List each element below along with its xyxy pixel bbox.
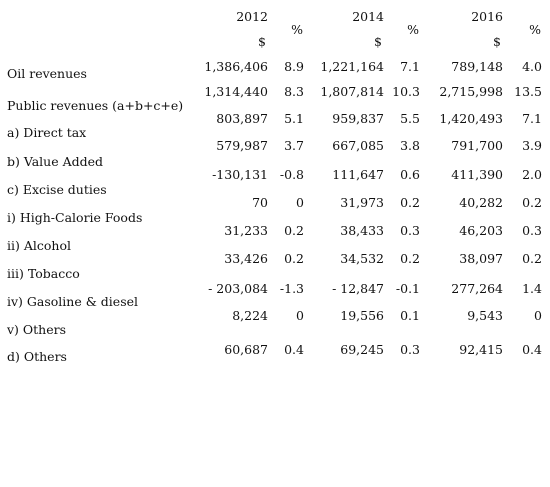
pct-cell: 0.4 [522, 342, 542, 357]
value-cell: 92,415 [459, 342, 503, 357]
pct-cell: 3.7 [284, 138, 304, 153]
pct-cell: -0.1 [395, 281, 420, 296]
row-label: i) High-Calorie Foods [7, 210, 143, 225]
pct-header: % [529, 22, 541, 37]
value-cell: 69,245 [340, 342, 384, 357]
row-label: a) Direct tax [7, 125, 87, 140]
value-cell: 1,221,164 [320, 59, 384, 74]
pct-cell: 2.0 [522, 167, 542, 182]
pct-header: % [407, 22, 419, 37]
year-header: 2014 [352, 9, 384, 24]
pct-cell: 13.5 [514, 84, 542, 99]
pct-cell: 0.2 [522, 195, 542, 210]
pct-header: % [291, 22, 303, 37]
pct-cell: 0 [296, 308, 304, 323]
pct-cell: 0.3 [400, 342, 420, 357]
unit-header: $ [374, 34, 382, 49]
value-cell: - 12,847 [332, 281, 384, 296]
value-cell: 9,543 [467, 308, 503, 323]
value-cell: 959,837 [332, 111, 384, 126]
value-cell: 31,233 [224, 223, 268, 238]
value-cell: 2,715,998 [439, 84, 503, 99]
pct-cell: 0.4 [284, 342, 304, 357]
value-cell: 38,097 [459, 251, 503, 266]
value-cell: 1,420,493 [439, 111, 503, 126]
value-cell: 40,282 [459, 195, 503, 210]
row-label: ii) Alcohol [7, 238, 71, 253]
pct-cell: 4.0 [522, 59, 542, 74]
row-label: iii) Tobacco [7, 266, 80, 281]
row-label: b) Value Added [7, 154, 104, 169]
value-cell: 34,532 [340, 251, 384, 266]
pct-cell: 0.1 [400, 308, 420, 323]
pct-cell: 0.3 [522, 223, 542, 238]
pct-cell: 8.3 [284, 84, 304, 99]
value-cell: 791,700 [451, 138, 503, 153]
value-cell: 33,426 [224, 251, 268, 266]
pct-cell: -0.8 [279, 167, 304, 182]
value-cell: 1,807,814 [320, 84, 384, 99]
value-cell: 667,085 [332, 138, 384, 153]
pct-cell: 0 [534, 308, 542, 323]
pct-cell: 0 [296, 195, 304, 210]
row-label: c) Excise duties [7, 182, 107, 197]
value-cell: 38,433 [340, 223, 384, 238]
value-cell: 8,224 [232, 308, 268, 323]
unit-header: $ [258, 34, 266, 49]
pct-cell: 0.3 [400, 223, 420, 238]
value-cell: 803,897 [216, 111, 268, 126]
pct-cell: 5.5 [400, 111, 420, 126]
value-cell: 31,973 [340, 195, 384, 210]
pct-cell: 3.9 [522, 138, 542, 153]
pct-cell: 0.6 [400, 167, 420, 182]
value-cell: 60,687 [224, 342, 268, 357]
value-cell: 1,314,440 [204, 84, 268, 99]
row-label: Oil revenues [7, 66, 87, 81]
row-label: d) Others [7, 349, 67, 364]
unit-header: $ [493, 34, 501, 49]
pct-cell: 8.9 [284, 59, 304, 74]
value-cell: 411,390 [451, 167, 503, 182]
value-cell: 70 [252, 195, 268, 210]
value-cell: -130,131 [212, 167, 268, 182]
value-cell: 789,148 [451, 59, 503, 74]
pct-cell: 0.2 [400, 195, 420, 210]
value-cell: - 203,084 [208, 281, 268, 296]
pct-cell: 3.8 [400, 138, 420, 153]
pct-cell: 1.4 [522, 281, 542, 296]
pct-cell: 7.1 [400, 59, 420, 74]
row-label: Public revenues (a+b+c+e) [7, 98, 184, 113]
pct-cell: 0.2 [400, 251, 420, 266]
pct-cell: 0.2 [284, 251, 304, 266]
row-label: iv) Gasoline & diesel [7, 294, 139, 309]
value-cell: 19,556 [340, 308, 384, 323]
year-header: 2012 [236, 9, 268, 24]
pct-cell: 7.1 [522, 111, 542, 126]
value-cell: 111,647 [332, 167, 384, 182]
pct-cell: 10.3 [392, 84, 420, 99]
pct-cell: 0.2 [284, 223, 304, 238]
year-header: 2016 [471, 9, 503, 24]
value-cell: 1,386,406 [204, 59, 268, 74]
pct-cell: 5.1 [284, 111, 304, 126]
value-cell: 277,264 [451, 281, 503, 296]
pct-cell: -1.3 [279, 281, 304, 296]
row-label: v) Others [7, 322, 67, 337]
value-cell: 579,987 [216, 138, 268, 153]
value-cell: 46,203 [459, 223, 503, 238]
pct-cell: 0.2 [522, 251, 542, 266]
